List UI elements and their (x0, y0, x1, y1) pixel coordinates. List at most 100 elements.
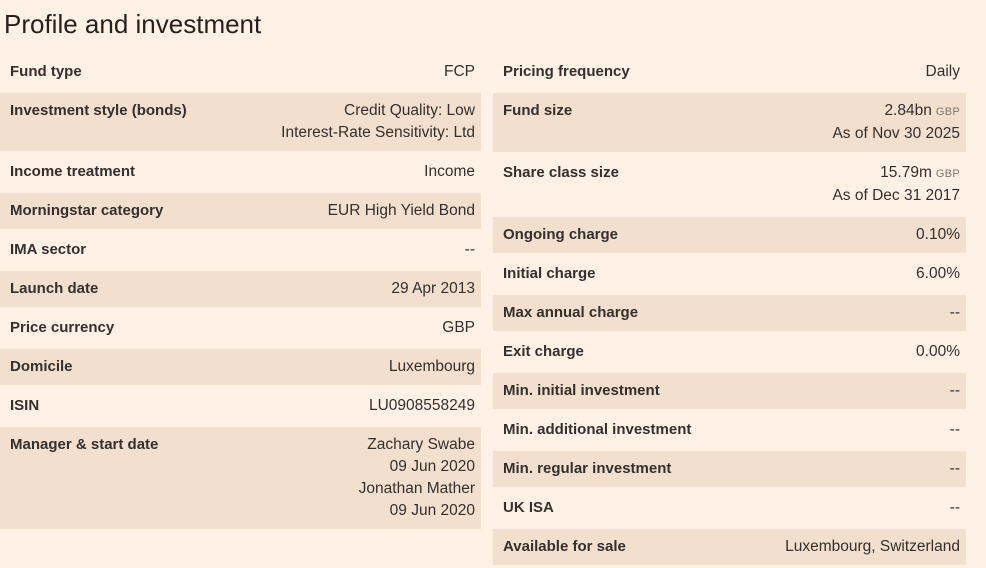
row-value: LU0908558249 (369, 395, 475, 417)
row-value: Credit Quality: Low Interest-Rate Sensiti… (281, 100, 475, 144)
value-line: Jonathan Mather (358, 480, 475, 497)
row-value: 2.84bn GBP As of Nov 30 2025 (832, 100, 960, 145)
profile-row: Fund type FCP (0, 54, 481, 90)
row-value: 29 Apr 2013 (391, 278, 475, 300)
profile-row: Morningstar category EUR High Yield Bond (0, 193, 481, 229)
row-label: Price currency (10, 319, 115, 336)
profile-column-left: Fund type FCP Investment style (bonds) Cred… (0, 54, 481, 532)
value-line: As of Nov 30 2025 (832, 125, 960, 142)
row-value: 0.00% (916, 341, 960, 363)
row-value: -- (950, 497, 960, 519)
profile-row: Fund size 2.84bn GBP As of Nov 30 2025 (493, 93, 966, 152)
value-line: Income (424, 163, 475, 180)
value-line: -- (949, 460, 960, 477)
row-label: Investment style (bonds) (10, 102, 187, 119)
profile-column-right: Pricing frequency Daily Fund size 2.84bn GBP… (493, 54, 966, 568)
profile-row: Ongoing charge 0.10% (493, 217, 966, 253)
row-label: Ongoing charge (503, 226, 619, 243)
row-label: Morningstar category (10, 202, 164, 219)
row-label: Launch date (10, 280, 99, 297)
row-label: Min. initial investment (503, 382, 660, 399)
row-label: UK ISA (503, 499, 554, 516)
profile-row: UK ISA -- (493, 490, 966, 526)
row-value: -- (950, 458, 960, 480)
row-label: IMA sector (10, 241, 87, 258)
value-line: LU0908558249 (368, 397, 475, 414)
profile-row: ISIN LU0908558249 (0, 388, 481, 424)
value-line: EUR High Yield Bond (327, 202, 475, 219)
value-line: Luxembourg (388, 358, 475, 375)
row-label: Fund type (10, 63, 82, 80)
profile-row: Pricing frequency Daily (493, 54, 966, 90)
row-label: Max annual charge (503, 304, 639, 321)
profile-row: Income treatment Income (0, 154, 481, 190)
profile-row: Exit charge 0.00% (493, 334, 966, 370)
value-line: Credit Quality: Low (344, 102, 475, 119)
row-value: Income (424, 161, 475, 183)
row-label: Pricing frequency (503, 63, 630, 80)
value-line: GBP (442, 319, 475, 336)
value-line: Zachary Swabe (367, 436, 475, 453)
row-label: ISIN (10, 397, 40, 414)
profile-row: Launch date 29 Apr 2013 (0, 271, 481, 307)
value-line: 09 Jun 2020 (389, 458, 475, 475)
page-title: Profile and investment (4, 9, 262, 39)
profile-row: Investment style (bonds) Credit Quality: … (0, 93, 481, 151)
profile-row: Initial charge 6.00% (493, 256, 966, 292)
profile-row: Available for sale Luxembourg, Switzerlan… (493, 529, 966, 565)
value-line: 2.84bn GBP (832, 100, 960, 123)
profile-row: Min. regular investment -- (493, 451, 966, 487)
value-line: -- (949, 421, 960, 438)
currency-suffix: GBP (935, 106, 960, 118)
value-line: -- (949, 382, 960, 399)
row-label: Domicile (10, 358, 73, 375)
row-value: -- (465, 239, 475, 261)
value-line: -- (949, 499, 960, 516)
row-value: Zachary Swabe 09 Jun 2020 Jonathan Mather 0… (359, 434, 475, 522)
row-value: -- (950, 419, 960, 441)
value-line: 6.00% (916, 265, 960, 282)
value-amount: 15.79m (880, 164, 932, 181)
row-value: Luxembourg (389, 356, 475, 378)
value-line: -- (464, 241, 475, 258)
value-line: 29 Apr 2013 (391, 280, 475, 297)
value-line: -- (949, 304, 960, 321)
row-value: EUR High Yield Bond (328, 200, 475, 222)
row-value: 6.00% (916, 263, 960, 285)
profile-row: Max annual charge -- (493, 295, 966, 331)
value-line: 0.00% (916, 343, 960, 360)
row-label: Available for sale (503, 538, 626, 555)
value-line: 15.79m GBP (832, 162, 960, 185)
row-value: 15.79m GBP As of Dec 31 2017 (832, 162, 960, 207)
profile-row: Share class size 15.79m GBP As of Dec 31 20… (493, 155, 966, 214)
row-label: Min. regular investment (503, 460, 672, 477)
profile-columns: Fund type FCP Investment style (bonds) Cred… (0, 54, 986, 568)
value-line: FCP (444, 63, 475, 80)
row-value: Daily (926, 61, 960, 83)
value-line: 09 Jun 2020 (389, 502, 475, 519)
currency-suffix: GBP (935, 168, 960, 180)
row-label: Income treatment (10, 163, 136, 180)
row-label: Exit charge (503, 343, 584, 360)
row-label: Share class size (503, 164, 619, 181)
row-label: Initial charge (503, 265, 596, 282)
row-value: -- (950, 302, 960, 324)
value-line: Daily (925, 63, 960, 80)
value-line: 0.10% (916, 226, 960, 243)
row-value: -- (950, 380, 960, 402)
profile-row: Price currency GBP (0, 310, 481, 346)
value-line: Luxembourg, Switzerland (785, 538, 960, 555)
row-value: Luxembourg, Switzerland (785, 536, 960, 558)
row-label: Fund size (503, 102, 573, 119)
profile-row: Min. additional investment -- (493, 412, 966, 448)
value-line: Interest-Rate Sensitivity: Ltd (281, 124, 475, 141)
row-label: Manager & start date (10, 436, 159, 453)
value-amount: 2.84bn (884, 102, 932, 119)
profile-row: Min. initial investment -- (493, 373, 966, 409)
row-value: GBP (442, 317, 475, 339)
profile-row: Manager & start date Zachary Swabe 09 Jun … (0, 427, 481, 529)
row-value: 0.10% (916, 224, 960, 246)
row-label: Min. additional investment (503, 421, 692, 438)
profile-row: Domicile Luxembourg (0, 349, 481, 385)
